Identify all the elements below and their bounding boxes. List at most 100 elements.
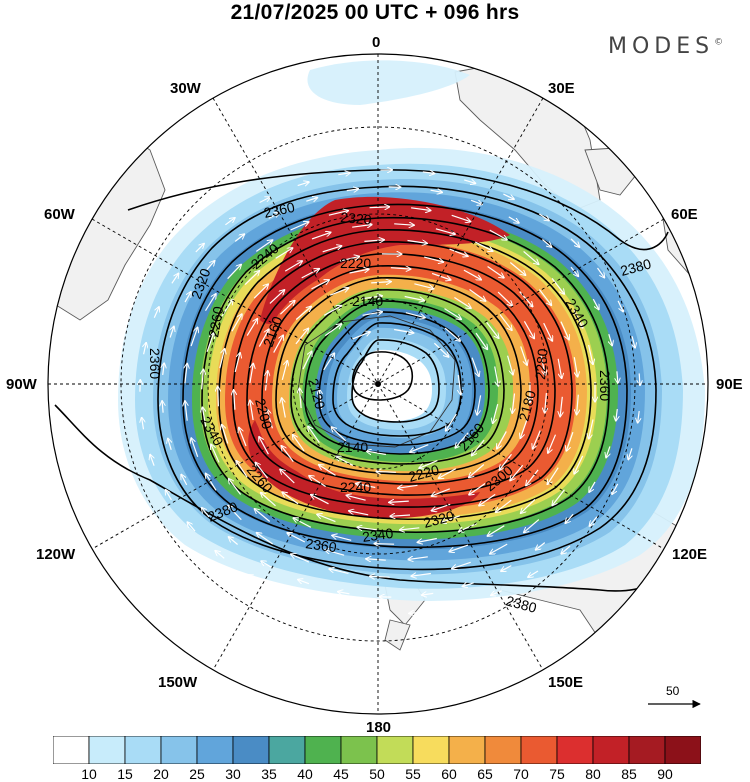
wind-vector [501, 565, 512, 572]
lon-label-150e: 150E [548, 674, 584, 691]
wind-vector [323, 353, 335, 371]
shade-10-north-lobe [307, 60, 470, 105]
wind-vector [493, 403, 499, 423]
wind-vector [616, 409, 618, 421]
wind-vector [218, 386, 219, 407]
contour-label: 2380 [504, 592, 538, 616]
wind-vector [273, 335, 284, 353]
wind-vector [570, 238, 580, 247]
wind-vector [234, 390, 235, 410]
wind-vector [319, 465, 336, 476]
wind-vector [319, 389, 322, 409]
contour-2220 [275, 276, 522, 475]
wind-vector [394, 224, 414, 225]
wind-vector [181, 474, 188, 486]
contour-2180 [304, 300, 490, 455]
wind-vector [491, 590, 502, 596]
wind-vector [508, 216, 519, 223]
wind-vector [227, 264, 242, 280]
lon-label-90e: 90E [716, 376, 743, 393]
wind-vector [421, 593, 434, 595]
wind-vector [352, 225, 372, 228]
wind-vector [195, 243, 204, 253]
wind-vector [163, 363, 165, 375]
wind-vector [470, 199, 482, 204]
wind-vector [325, 606, 337, 609]
wind-vector [464, 180, 476, 184]
wind-vector [469, 464, 485, 478]
modes-brand-logo: MODES© [608, 34, 723, 59]
wind-vector [306, 198, 317, 202]
wind-vector [444, 308, 462, 320]
wind-vector [552, 489, 565, 506]
lon-label-90w: 90W [6, 376, 37, 393]
wind-vector [374, 544, 395, 545]
colorbar-tick-label: 55 [405, 766, 421, 782]
colorbar-swatch [484, 736, 522, 764]
colorbar-tick-label: 75 [549, 766, 565, 782]
wind-vector [349, 269, 370, 274]
wind-vector [431, 272, 451, 280]
wind-vector [266, 371, 268, 391]
wind-vector [268, 213, 280, 219]
colorbar-swatch [664, 736, 701, 764]
wind-vector [390, 515, 411, 516]
wind-vector [295, 306, 311, 320]
wind-vector [279, 301, 295, 315]
wind-vector [452, 561, 471, 568]
wind-vector [524, 519, 540, 533]
wind-vector [455, 432, 469, 448]
wind-vector [617, 300, 623, 312]
wind-vector [267, 409, 273, 429]
wind-vector [206, 473, 217, 491]
wind-vector [612, 483, 619, 495]
wind-vector [521, 498, 536, 513]
lon-label-30e: 30E [548, 80, 575, 97]
wind-vectors [140, 170, 640, 614]
contour-label: 2360 [262, 199, 296, 221]
colorbar-tick-label: 60 [441, 766, 457, 782]
wind-vector [438, 468, 457, 479]
wind-vector [248, 575, 259, 582]
wind-vector [259, 437, 269, 455]
wind-vector [329, 288, 349, 296]
wind-vector [346, 495, 366, 501]
contour-2240 [261, 265, 539, 485]
wind-vector [239, 427, 247, 447]
wind-vector [362, 296, 383, 299]
wind-vector [399, 528, 420, 530]
wind-vector [405, 312, 425, 318]
wind-vector [523, 250, 539, 264]
wind-vector [404, 295, 425, 301]
wind-vector [533, 430, 541, 449]
wind-vector [250, 400, 253, 421]
wind-vector [535, 542, 546, 550]
wind-vector [346, 189, 359, 191]
colorbar-tick-label: 70 [513, 766, 529, 782]
wind-vector [414, 283, 433, 289]
contour-label: 2240 [340, 479, 371, 495]
wind-vector [185, 401, 187, 421]
wind-vector [191, 438, 199, 457]
wind-vector [376, 472, 396, 473]
wind-vector [215, 551, 225, 559]
wind-vector [308, 426, 320, 443]
colorbar-tick-label: 80 [585, 766, 601, 782]
wind-vector [228, 505, 242, 521]
lon-label-120w: 120W [36, 546, 76, 563]
wind-vector [185, 363, 187, 384]
wind-vector [431, 503, 451, 511]
wind-vector [281, 361, 287, 381]
wind-vector [329, 569, 349, 574]
colorbar-swatch [412, 736, 450, 764]
wind-vector [469, 289, 486, 302]
wind-vector [462, 583, 474, 587]
wind-vector [474, 241, 493, 251]
wind-vector [597, 267, 605, 278]
wind-vector [545, 393, 547, 413]
contour-label: 2260 [205, 305, 226, 339]
wind-vector [287, 533, 306, 543]
wind-vector [184, 292, 191, 303]
contour-label: 2120 [305, 377, 329, 411]
wind-vector [351, 332, 371, 340]
